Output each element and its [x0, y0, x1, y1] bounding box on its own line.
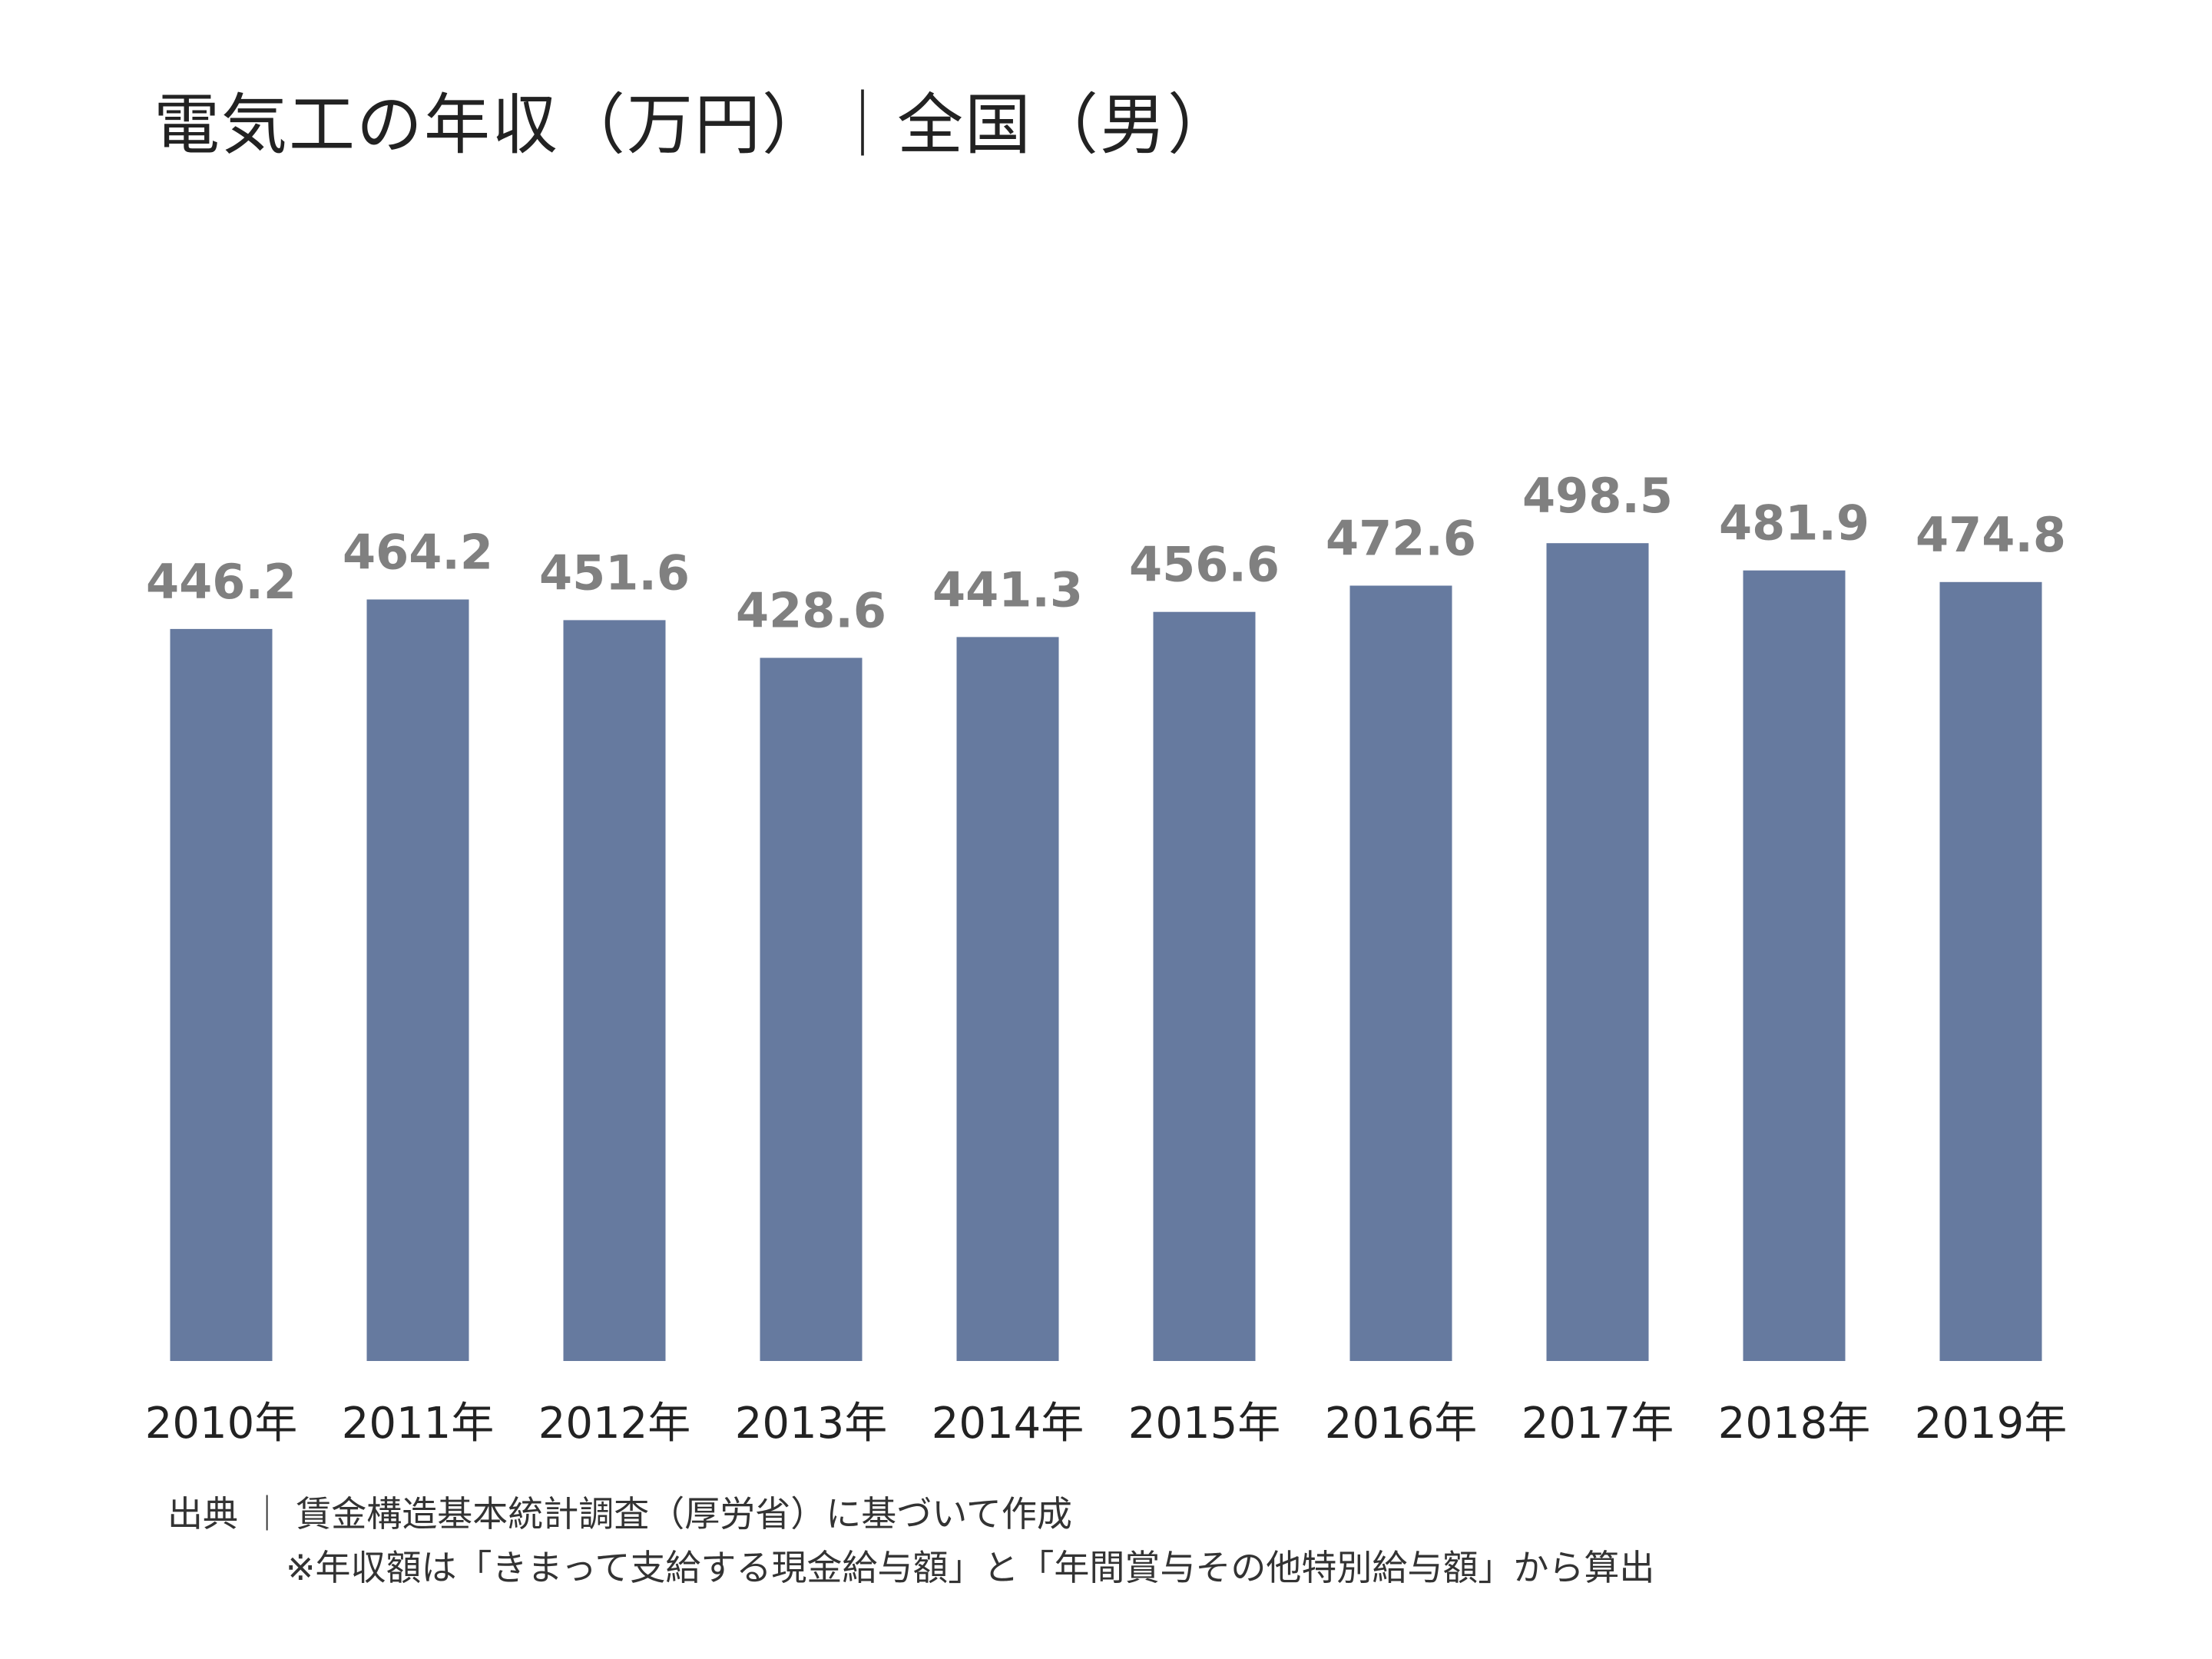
- source-note: 出典 ｜ 賃金構造基本統計調査（厚労省）に基づいて作成: [167, 1493, 1072, 1535]
- bar-value-label: 472.6: [1326, 511, 1476, 567]
- x-tick-label: 2012年: [538, 1399, 691, 1449]
- bar-value-label: 451.6: [539, 545, 690, 601]
- value-labels-group: 446.2 464.2 451.6 428.6 441.3 456.6 472.6 498.5…: [146, 468, 2066, 638]
- x-tick-label: 2019年: [1915, 1399, 2068, 1449]
- bar-2016年: [1349, 585, 1452, 1361]
- bar-value-label: 498.5: [1522, 468, 1673, 524]
- x-tick-label: 2014年: [932, 1399, 1084, 1449]
- bar-value-label: 441.3: [932, 561, 1083, 618]
- bar-value-label: 446.2: [146, 554, 296, 610]
- bar-value-label: 481.9: [1719, 495, 1869, 551]
- calculation-note: ※年収額は「きまって支給する現金給与額」と「年間賞与その他特別給与額」から算出: [286, 1547, 1655, 1588]
- x-tick-labels-group: 2010年 2011年 2012年 2013年 2014年 2015年 2016年 2017年…: [145, 1399, 2068, 1449]
- chart-title: 電気工の年収（万円）｜全国（男）: [154, 87, 1235, 164]
- bar-2011年: [366, 599, 469, 1361]
- x-tick-label: 2017年: [1522, 1399, 1674, 1449]
- x-tick-label: 2011年: [342, 1399, 495, 1449]
- bar-2010年: [170, 628, 273, 1361]
- bar-2015年: [1153, 611, 1256, 1361]
- x-tick-label: 2010年: [145, 1399, 298, 1449]
- x-tick-label: 2013年: [735, 1399, 888, 1449]
- x-tick-label: 2016年: [1325, 1399, 1478, 1449]
- bars-group: [170, 543, 2042, 1362]
- bar-value-label: 464.2: [343, 525, 493, 581]
- bar-value-label: 428.6: [736, 583, 886, 639]
- bar-2014年: [956, 637, 1059, 1361]
- bar-2019年: [1939, 581, 2042, 1361]
- x-tick-label: 2018年: [1718, 1399, 1871, 1449]
- bar-2012年: [563, 620, 666, 1361]
- bar-value-label: 456.6: [1129, 537, 1280, 593]
- bar-2018年: [1743, 570, 1846, 1362]
- x-tick-label: 2015年: [1128, 1399, 1281, 1449]
- bar-value-label: 474.8: [1916, 507, 2066, 563]
- bar-2017年: [1546, 543, 1649, 1362]
- bar-2013年: [760, 657, 863, 1361]
